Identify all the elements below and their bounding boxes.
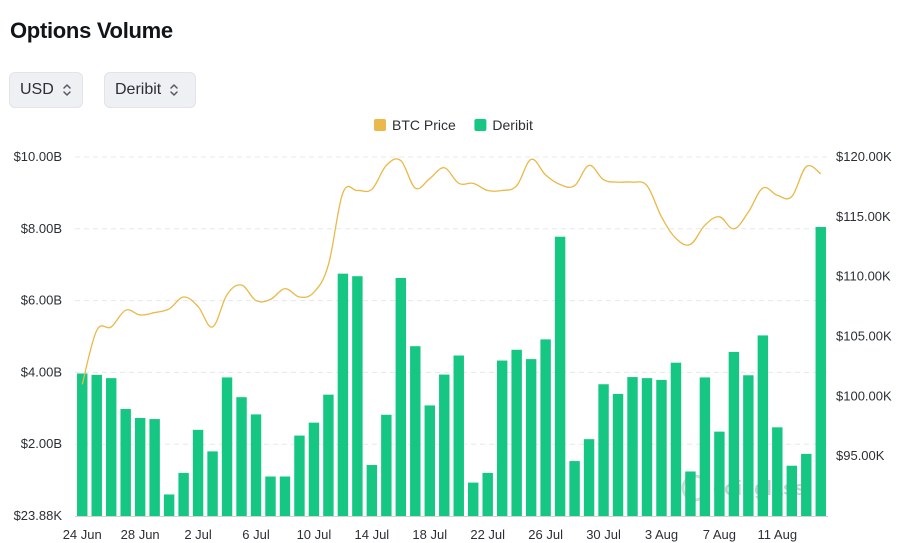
deribit-bar — [569, 461, 580, 516]
deribit-bar — [511, 349, 522, 516]
legend-swatch — [374, 119, 386, 131]
legend-swatch — [474, 119, 487, 131]
deribit-bar — [395, 277, 407, 516]
x-axis-tick-label: 30 Jul — [586, 527, 621, 542]
deribit-bar — [641, 378, 653, 516]
deribit-bar — [294, 435, 305, 516]
x-axis-tick-label: 6 Jul — [242, 527, 270, 542]
deribit-bar — [178, 472, 189, 516]
left-axis-tick-label: $2.00B — [21, 436, 62, 451]
deribit-bar — [134, 417, 146, 516]
x-axis-tick-label: 22 Jul — [470, 527, 505, 542]
deribit-bar — [772, 427, 783, 516]
deribit-bar — [163, 494, 175, 516]
left-axis-tick-label: $23.88K — [14, 508, 63, 523]
x-axis-tick-label: 11 Aug — [758, 527, 798, 542]
x-axis-tick-label: 24 Jun — [63, 527, 102, 542]
deribit-bar — [323, 394, 334, 516]
deribit-bar — [192, 429, 204, 516]
left-axis-tick-label: $6.00B — [21, 293, 62, 308]
left-axis-tick-label: $10.00B — [14, 149, 62, 164]
updown-chevron-icon — [63, 84, 71, 96]
x-axis-tick-label: 7 Aug — [703, 527, 736, 542]
deribit-bar — [743, 375, 754, 516]
deribit-bar — [149, 419, 160, 516]
deribit-bar — [757, 335, 769, 516]
deribit-bar — [453, 355, 464, 516]
deribit-bar — [525, 359, 537, 516]
deribit-bar — [308, 422, 320, 516]
x-axis-tick-label: 2 Jul — [184, 527, 212, 542]
exchange-select[interactable]: Deribit — [104, 72, 196, 108]
left-axis-tick-label: $4.00B — [21, 364, 62, 379]
right-axis-tick-label: $120.00K — [836, 149, 892, 164]
deribit-bar — [381, 414, 392, 516]
deribit-bar — [554, 236, 566, 516]
deribit-bar — [250, 414, 262, 516]
deribit-bar — [728, 351, 740, 516]
x-axis-tick-label: 28 Jun — [121, 527, 160, 542]
legend-item-btc-price[interactable]: BTC Price — [374, 117, 456, 133]
left-axis-tick-label: $8.00B — [21, 221, 62, 236]
deribit-bar — [656, 379, 667, 516]
deribit-bar — [612, 393, 624, 516]
axes: $23.88K $2.00B $4.00B $6.00B $8.00B $10.00B $9… — [14, 149, 892, 542]
deribit-bars — [77, 227, 826, 516]
deribit-bar — [496, 360, 508, 516]
deribit-bar — [337, 273, 349, 516]
deribit-bar — [786, 465, 798, 516]
deribit-bar — [105, 378, 117, 516]
deribit-bar — [410, 346, 421, 516]
right-axis-tick-label: $105.00K — [836, 329, 892, 344]
right-axis-tick-label: $100.00K — [836, 388, 892, 403]
deribit-bar — [482, 472, 493, 516]
deribit-bar — [236, 397, 247, 516]
exchange-select-label: Deribit — [115, 81, 162, 98]
grid-lines — [75, 156, 828, 517]
legend-label: Deribit — [492, 117, 533, 133]
right-axis-tick-label: $95.00K — [836, 448, 885, 463]
x-axis-tick-label: 10 Jul — [297, 527, 332, 542]
deribit-bar — [265, 476, 276, 516]
deribit-bar — [221, 377, 233, 516]
page-title: Options Volume — [10, 18, 173, 43]
right-axis-tick-label: $115.00K — [836, 209, 891, 224]
deribit-bar — [627, 377, 638, 516]
deribit-bar — [366, 465, 378, 516]
legend[interactable]: BTC Price Deribit — [374, 117, 533, 133]
deribit-bar — [468, 482, 479, 516]
currency-select[interactable]: USD — [9, 72, 83, 108]
deribit-bar — [439, 374, 450, 516]
x-axis-tick-label: 18 Jul — [412, 527, 447, 542]
deribit-bar — [424, 405, 435, 516]
legend-item-deribit[interactable]: Deribit — [474, 117, 533, 133]
deribit-bar — [120, 409, 131, 516]
deribit-bar — [685, 471, 696, 516]
x-axis-tick-label: 26 Jul — [528, 527, 563, 542]
deribit-bar — [279, 476, 291, 516]
deribit-bar — [77, 373, 88, 516]
deribit-bar — [91, 374, 102, 516]
deribit-bar — [670, 362, 682, 516]
right-axis-tick-label: $110.00K — [836, 269, 891, 284]
deribit-bar — [207, 451, 218, 516]
x-axis-tick-label: 3 Aug — [645, 527, 678, 542]
deribit-bar — [583, 439, 595, 516]
deribit-bar — [815, 227, 826, 516]
currency-select-label: USD — [20, 81, 54, 98]
x-axis-tick-label: 14 Jul — [355, 527, 390, 542]
updown-chevron-icon — [170, 84, 178, 96]
btc-price-line-path — [81, 158, 822, 385]
deribit-bar — [598, 384, 609, 516]
deribit-bar — [352, 276, 363, 516]
deribit-bar — [699, 377, 711, 516]
deribit-bar — [801, 453, 812, 516]
btc-price-line — [81, 158, 822, 385]
deribit-bar — [540, 339, 551, 516]
legend-label: BTC Price — [392, 117, 456, 133]
deribit-bar — [714, 431, 725, 516]
